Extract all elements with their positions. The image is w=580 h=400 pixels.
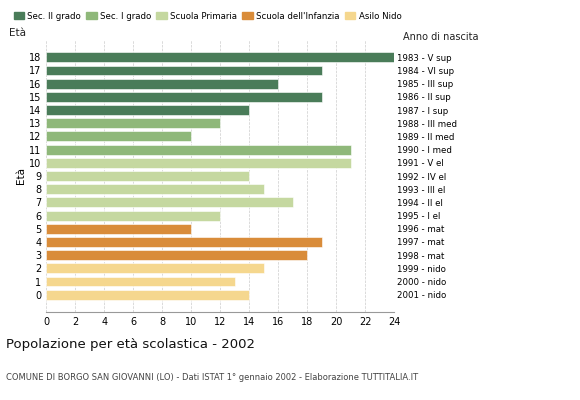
Bar [46, 158, 351, 168]
Bar [46, 211, 220, 220]
Bar [46, 52, 394, 62]
Legend: Sec. II grado, Sec. I grado, Scuola Primaria, Scuola dell'Infanzia, Asilo Nido: Sec. II grado, Sec. I grado, Scuola Prim… [10, 8, 405, 24]
Bar [46, 79, 278, 89]
Bar [46, 118, 220, 128]
Bar [46, 237, 322, 247]
Text: COMUNE DI BORGO SAN GIOVANNI (LO) - Dati ISTAT 1° gennaio 2002 - Elaborazione TU: COMUNE DI BORGO SAN GIOVANNI (LO) - Dati… [6, 373, 418, 382]
Text: Popolazione per età scolastica - 2002: Popolazione per età scolastica - 2002 [6, 338, 255, 351]
Bar [46, 132, 191, 141]
Y-axis label: Età: Età [16, 168, 26, 184]
Bar [46, 290, 249, 300]
Bar [46, 224, 191, 234]
Bar [46, 250, 307, 260]
Bar [46, 145, 351, 154]
Bar [46, 263, 264, 273]
Bar [46, 198, 293, 207]
Text: Anno di nascita: Anno di nascita [403, 32, 478, 42]
Bar [46, 184, 264, 194]
Bar [46, 66, 322, 76]
Text: Età: Età [9, 28, 26, 38]
Bar [46, 171, 249, 181]
Bar [46, 276, 235, 286]
Bar [46, 105, 249, 115]
Bar [46, 92, 322, 102]
